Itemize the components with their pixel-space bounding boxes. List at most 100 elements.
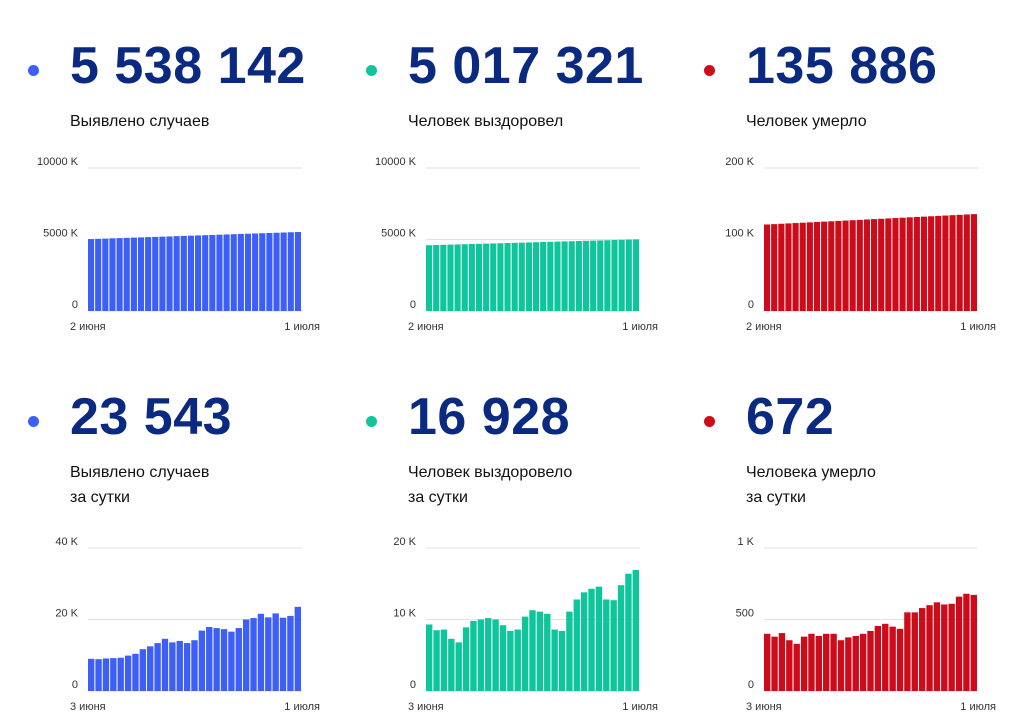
bar	[828, 221, 835, 311]
stat-panel-4: 23 543 Выявлено случаев за сутки 0 20 K 40 K 3…	[0, 356, 330, 713]
bar	[123, 237, 130, 311]
bar	[942, 215, 949, 311]
y-tick-label: 5000 K	[43, 228, 79, 240]
bar	[625, 573, 632, 691]
bar	[941, 604, 948, 691]
bar	[808, 633, 815, 691]
x-tick-label: 2 июня	[70, 321, 106, 333]
bar-chart: 0 5000 K 10000 K 2 июня 1 июля	[375, 156, 658, 333]
bar	[265, 617, 272, 691]
stat-label-line: за сутки	[408, 489, 468, 506]
bar	[778, 223, 785, 311]
bar	[842, 220, 849, 311]
bar	[540, 242, 547, 311]
bar	[130, 237, 137, 311]
bar	[874, 625, 882, 691]
x-tick-label: 1 июля	[622, 321, 658, 333]
bar	[823, 633, 830, 691]
bar	[863, 219, 870, 311]
x-tick-label: 1 июля	[960, 321, 996, 333]
stat-label: Выявлено случаев	[70, 109, 209, 134]
bar	[793, 643, 800, 691]
bar	[440, 244, 447, 311]
bar-chart: 0 500 1 K 3 июня 1 июля	[736, 536, 996, 713]
x-tick-label: 1 июля	[960, 701, 996, 713]
bar	[764, 224, 771, 311]
bar	[180, 235, 187, 311]
bar	[88, 239, 95, 311]
y-tick-label: 20 K	[55, 608, 78, 620]
x-tick-label: 2 июня	[408, 321, 444, 333]
bar	[88, 658, 95, 691]
bar	[786, 640, 793, 691]
bar	[117, 657, 124, 691]
y-tick-label: 200 K	[725, 156, 754, 168]
bar	[198, 630, 206, 691]
bar	[830, 633, 837, 691]
bar	[287, 615, 294, 691]
bar	[611, 240, 618, 311]
bar	[95, 238, 102, 311]
bar	[525, 242, 532, 311]
bullet-dot-icon	[366, 416, 377, 427]
bar	[899, 217, 906, 311]
stat-value: 16 928	[408, 388, 571, 446]
bar	[154, 643, 161, 691]
bar	[889, 626, 896, 691]
bar	[280, 232, 287, 311]
bar	[554, 241, 561, 311]
bar	[455, 642, 462, 691]
stat-label-line: Человек выздоровело	[408, 464, 573, 481]
bar	[152, 236, 159, 311]
bar	[544, 613, 551, 691]
y-tick-label: 0	[748, 299, 754, 311]
bar	[470, 620, 477, 691]
bullet-dot-icon	[704, 416, 715, 427]
bar	[588, 588, 595, 691]
x-tick-label: 3 июня	[408, 701, 444, 713]
bar	[257, 613, 265, 691]
bar	[507, 630, 514, 691]
bar	[852, 635, 859, 691]
bar	[764, 633, 771, 691]
stat-value: 23 543	[70, 388, 233, 446]
stat-label: Человек выздоровел	[408, 109, 563, 134]
bar	[139, 649, 147, 691]
bar	[913, 216, 920, 311]
bar	[259, 233, 266, 311]
bar	[956, 214, 963, 311]
bar	[426, 624, 433, 691]
bar	[95, 659, 102, 691]
bar	[806, 222, 813, 311]
bar-chart: 0 20 K 40 K 3 июня 1 июля	[55, 536, 320, 713]
bar	[949, 215, 956, 311]
y-tick-label: 5000 K	[381, 228, 417, 240]
bar	[183, 643, 191, 691]
bar	[147, 646, 154, 691]
bar	[867, 630, 874, 691]
bar	[845, 637, 852, 692]
bar	[294, 606, 301, 691]
bullet-dot-icon	[28, 416, 39, 427]
stat-panel-6: 672 Человека умерло за сутки 0 500 1 K 3 июня 1…	[676, 356, 1006, 713]
bar	[859, 633, 867, 691]
bar	[935, 215, 942, 311]
bar-chart: 0 10 K 20 K 3 июня 1 июля	[393, 536, 658, 713]
y-tick-label: 10000 K	[37, 156, 79, 168]
stat-panel-1: 5 538 142 Выявлено случаев 0 5000 K 10000 K 2…	[0, 0, 330, 355]
bar	[206, 627, 213, 691]
bar	[590, 240, 597, 311]
stat-value: 135 886	[746, 37, 938, 95]
bar-chart: 0 5000 K 10000 K 2 июня 1 июля	[37, 156, 320, 333]
x-tick-label: 2 июня	[746, 321, 782, 333]
bar	[220, 629, 228, 691]
bar	[244, 233, 252, 311]
bar	[454, 244, 461, 311]
bar	[176, 640, 183, 691]
stat-label-line: за сутки	[70, 489, 130, 506]
x-tick-label: 3 июня	[70, 701, 106, 713]
bar	[771, 636, 778, 691]
bar	[580, 592, 588, 691]
bar	[856, 219, 863, 311]
stat-panel-2: 5 017 321 Человек выздоровел 0 5000 K 10000 …	[338, 0, 668, 355]
